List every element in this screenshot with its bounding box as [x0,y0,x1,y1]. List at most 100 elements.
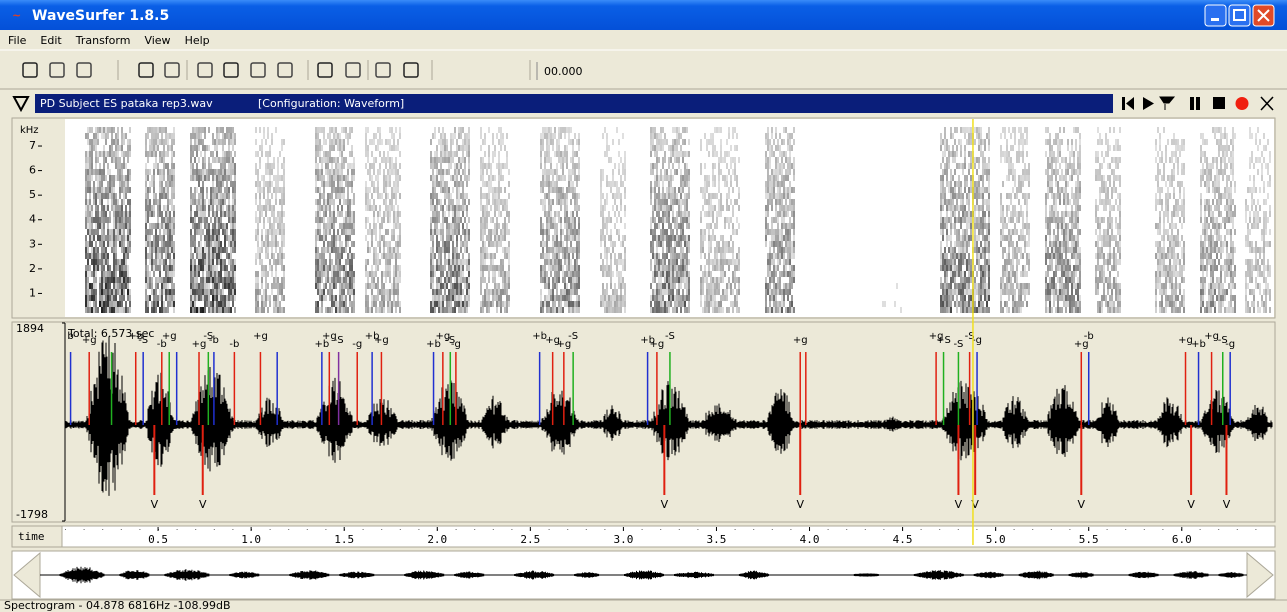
spectrogram-cell [620,193,622,199]
pause-button[interactable] [1196,97,1200,110]
spectrogram-cell [117,283,119,289]
spectrogram-cell [446,295,448,301]
spectrogram-cell [676,157,678,163]
loop-play-button[interactable] [1159,96,1176,110]
spectrogram-cell [670,199,672,205]
tool-button[interactable] [22,62,38,78]
spectrogram-cell [432,301,434,307]
spectrogram-cell [234,151,236,157]
record-button[interactable] [1235,97,1249,110]
spectrogram-cell [365,163,367,169]
spectrogram-cell [345,199,347,205]
spectrogram-cell [317,205,319,211]
spectrogram-cell [127,181,129,187]
spectrogram-cell [198,193,200,199]
tool-button[interactable] [345,62,361,78]
spectrogram-cell [508,217,510,223]
tool-button[interactable] [250,62,266,78]
pause-button[interactable] [1190,97,1194,110]
close-sound-button[interactable] [1260,96,1274,111]
tool-button[interactable] [49,62,65,78]
minimize-button[interactable] [1204,4,1227,27]
spectrogram-cell [341,193,343,199]
spectrogram-cell [686,295,688,301]
spectrogram-cell [265,289,267,295]
spectrogram-cell [391,205,393,211]
spectrogram-cell [578,229,580,235]
tool-button[interactable] [76,62,92,78]
spectrogram-cell [271,211,273,217]
spectrogram-cell [492,259,494,265]
rewind-button[interactable] [1122,97,1134,110]
spectrogram-cell [676,193,678,199]
spectrogram-cell [554,307,556,313]
spectrogram-cell [228,289,230,295]
spectrogram-cell [319,307,321,313]
menu-item[interactable]: Help [185,34,210,47]
spectrogram-cell [668,307,670,313]
menu-item[interactable]: Edit [40,34,62,47]
spectrogram-cell [674,151,676,157]
spectrogram-cell [552,265,554,271]
spectrogram-cell [339,145,341,151]
spectrogram-cell [333,217,335,223]
spectrogram-cell [265,271,267,277]
spectrogram-cell [375,229,377,235]
play-button[interactable] [1143,97,1154,110]
spectrogram-cell [773,283,775,289]
spectrogram-cell [375,187,377,193]
spectrogram-cell [275,247,277,253]
collapse-toggle[interactable] [12,96,30,113]
spectrogram-cell [107,151,109,157]
spectrogram-cell [686,289,688,295]
spectrogram-cell [85,205,87,211]
spectrogram-cell [446,169,448,175]
spectrogram-cell [666,235,668,241]
spectrogram-cell [109,145,111,151]
tool-button[interactable] [317,62,333,78]
spectrogram-cell [504,301,506,307]
spectrogram-cell [482,235,484,241]
spectrogram-cell [556,199,558,205]
tool-button[interactable] [375,62,391,78]
spectrogram-cell [765,163,767,169]
menu-item[interactable]: File [8,34,27,47]
spectrogram-cell [257,277,259,283]
spectrogram-cell [224,295,226,301]
tool-button[interactable] [138,62,154,78]
tool-button[interactable] [277,62,293,78]
spectrogram-cell [115,265,117,271]
spectrogram-cell [391,199,393,205]
spectrogram-cell [602,175,604,181]
spectrogram-cell [708,229,710,235]
spectrogram-cell [738,289,740,295]
spectrogram-cell [726,307,728,313]
spectrogram-cell [389,211,391,217]
spectrogram-cell [121,271,123,277]
spectrogram-cell [230,169,232,175]
spectrogram-cell [618,253,620,259]
spectrogram-cell [335,157,337,163]
spectrogram-cell [115,133,117,139]
spectrogram-cell [371,181,373,187]
spectrogram-cell [329,289,331,295]
spectrogram-cell [395,157,397,163]
tool-button[interactable] [223,62,239,78]
spectrogram-cell [574,223,576,229]
spectrogram-cell [335,139,337,145]
spectrogram-cell [369,307,371,313]
spectrogram-cell [716,241,718,247]
spectrogram-cell [167,289,169,295]
maximize-button[interactable] [1228,4,1251,27]
spectrogram-cell [658,187,660,193]
stop-button[interactable] [1213,97,1225,109]
tool-button[interactable] [197,62,213,78]
spectrogram-cell [458,307,460,313]
menu-item[interactable]: Transform [75,34,131,47]
spectrogram-cell [204,289,206,295]
tool-button[interactable] [403,62,419,78]
tool-button[interactable] [164,62,180,78]
menu-item[interactable]: View [144,34,170,47]
spectrogram-cell [654,145,656,151]
spectrogram-cell [672,289,674,295]
